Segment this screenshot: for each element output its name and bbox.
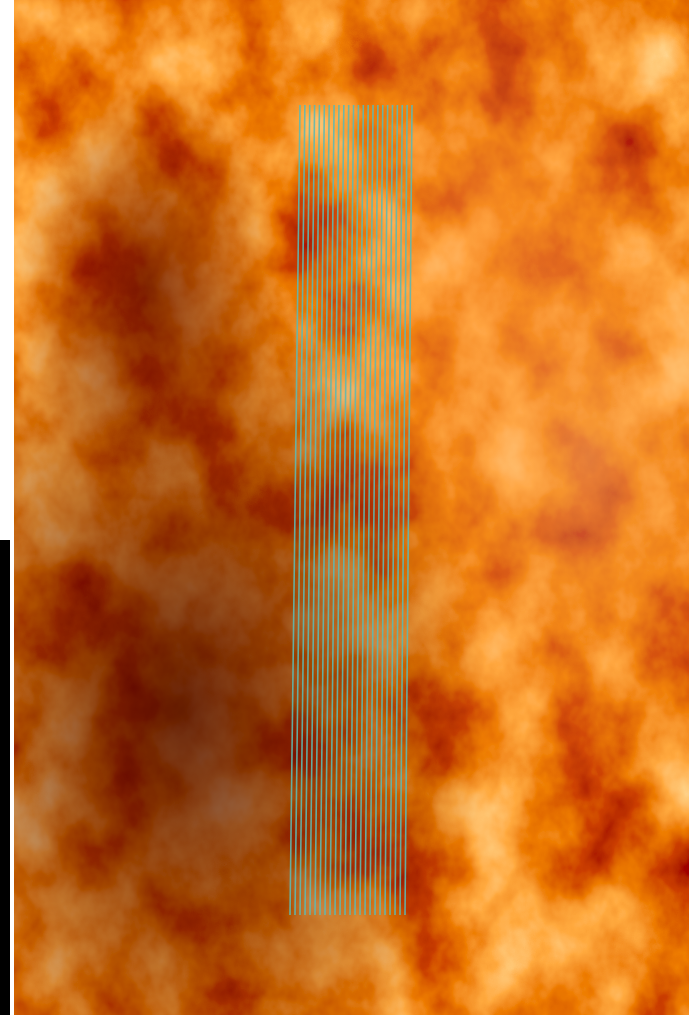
solar-image xyxy=(14,0,689,1015)
black-edge xyxy=(0,540,10,1015)
page xyxy=(0,0,689,1015)
bright-region xyxy=(14,0,689,1015)
solar-image-figure xyxy=(0,0,689,1015)
